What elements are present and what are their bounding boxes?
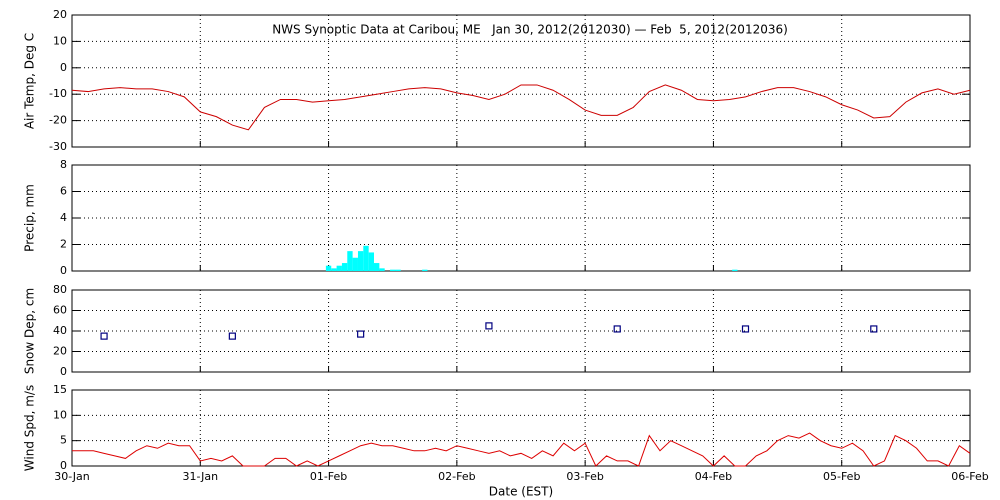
bar (390, 269, 396, 271)
y-tick-label: 0 (60, 61, 67, 74)
x-tick-label: 03-Feb (566, 470, 603, 483)
x-tick-label: 06-Feb (951, 470, 988, 483)
y-axis-label: Precip, mm (23, 184, 37, 252)
y-tick-label: 5 (60, 434, 67, 447)
y-tick-label: 0 (60, 459, 67, 472)
bar (325, 265, 332, 271)
bar (395, 269, 401, 271)
point (228, 332, 236, 340)
chart-title: NWS Synoptic Data at Caribou, ME Jan 30,… (272, 23, 788, 37)
bar (732, 269, 738, 271)
y-tick-label: 80 (53, 283, 67, 296)
plot-frame (71, 289, 971, 373)
bar (363, 245, 369, 271)
bar (341, 263, 348, 271)
point (357, 330, 365, 338)
y-tick-label: 10 (53, 408, 67, 421)
bar (357, 251, 364, 271)
x-tick-label: 31-Jan (183, 470, 219, 483)
y-tick-label: 20 (53, 345, 67, 358)
bar (379, 268, 385, 271)
x-tick-label: 02-Feb (438, 470, 475, 483)
x-tick-label: 04-Feb (695, 470, 732, 483)
point (485, 322, 493, 330)
plot-frame (71, 164, 971, 272)
y-tick-label: 2 (60, 238, 67, 251)
point (870, 325, 878, 333)
bar (352, 257, 358, 271)
y-tick-label: 0 (60, 264, 67, 277)
y-axis-label: Wind Spd, m/s (23, 385, 37, 471)
bar (422, 269, 428, 271)
y-tick-label: -10 (49, 87, 67, 100)
point (100, 332, 108, 340)
x-tick-label: 01-Feb (310, 470, 347, 483)
x-tick-label: 05-Feb (823, 470, 860, 483)
plot-frame (71, 389, 971, 467)
plot-frame (71, 14, 971, 148)
bar (368, 252, 375, 271)
data-line (71, 84, 971, 131)
y-tick-label: 40 (53, 324, 67, 337)
y-tick-label: 8 (60, 158, 67, 171)
y-tick-label: -20 (49, 114, 67, 127)
y-tick-label: 10 (53, 34, 67, 47)
y-tick-label: 4 (60, 211, 67, 224)
y-tick-label: 0 (60, 365, 67, 378)
point (741, 325, 750, 333)
point (613, 325, 621, 333)
y-axis-label: Air Temp, Deg C (23, 33, 37, 129)
y-axis-label: Snow Dep, cm (23, 288, 37, 374)
y-tick-label: 60 (53, 304, 67, 317)
y-tick-label: 20 (53, 8, 67, 21)
bar (347, 251, 353, 271)
bar (331, 268, 337, 271)
data-line (72, 432, 971, 467)
bar (336, 265, 342, 271)
y-tick-label: -30 (49, 140, 67, 153)
bar (374, 263, 380, 271)
y-tick-label: 6 (60, 185, 67, 198)
y-tick-label: 15 (53, 383, 67, 396)
x-tick-label: 30-Jan (54, 470, 90, 483)
x-axis-label: Date (EST) (489, 485, 553, 499)
